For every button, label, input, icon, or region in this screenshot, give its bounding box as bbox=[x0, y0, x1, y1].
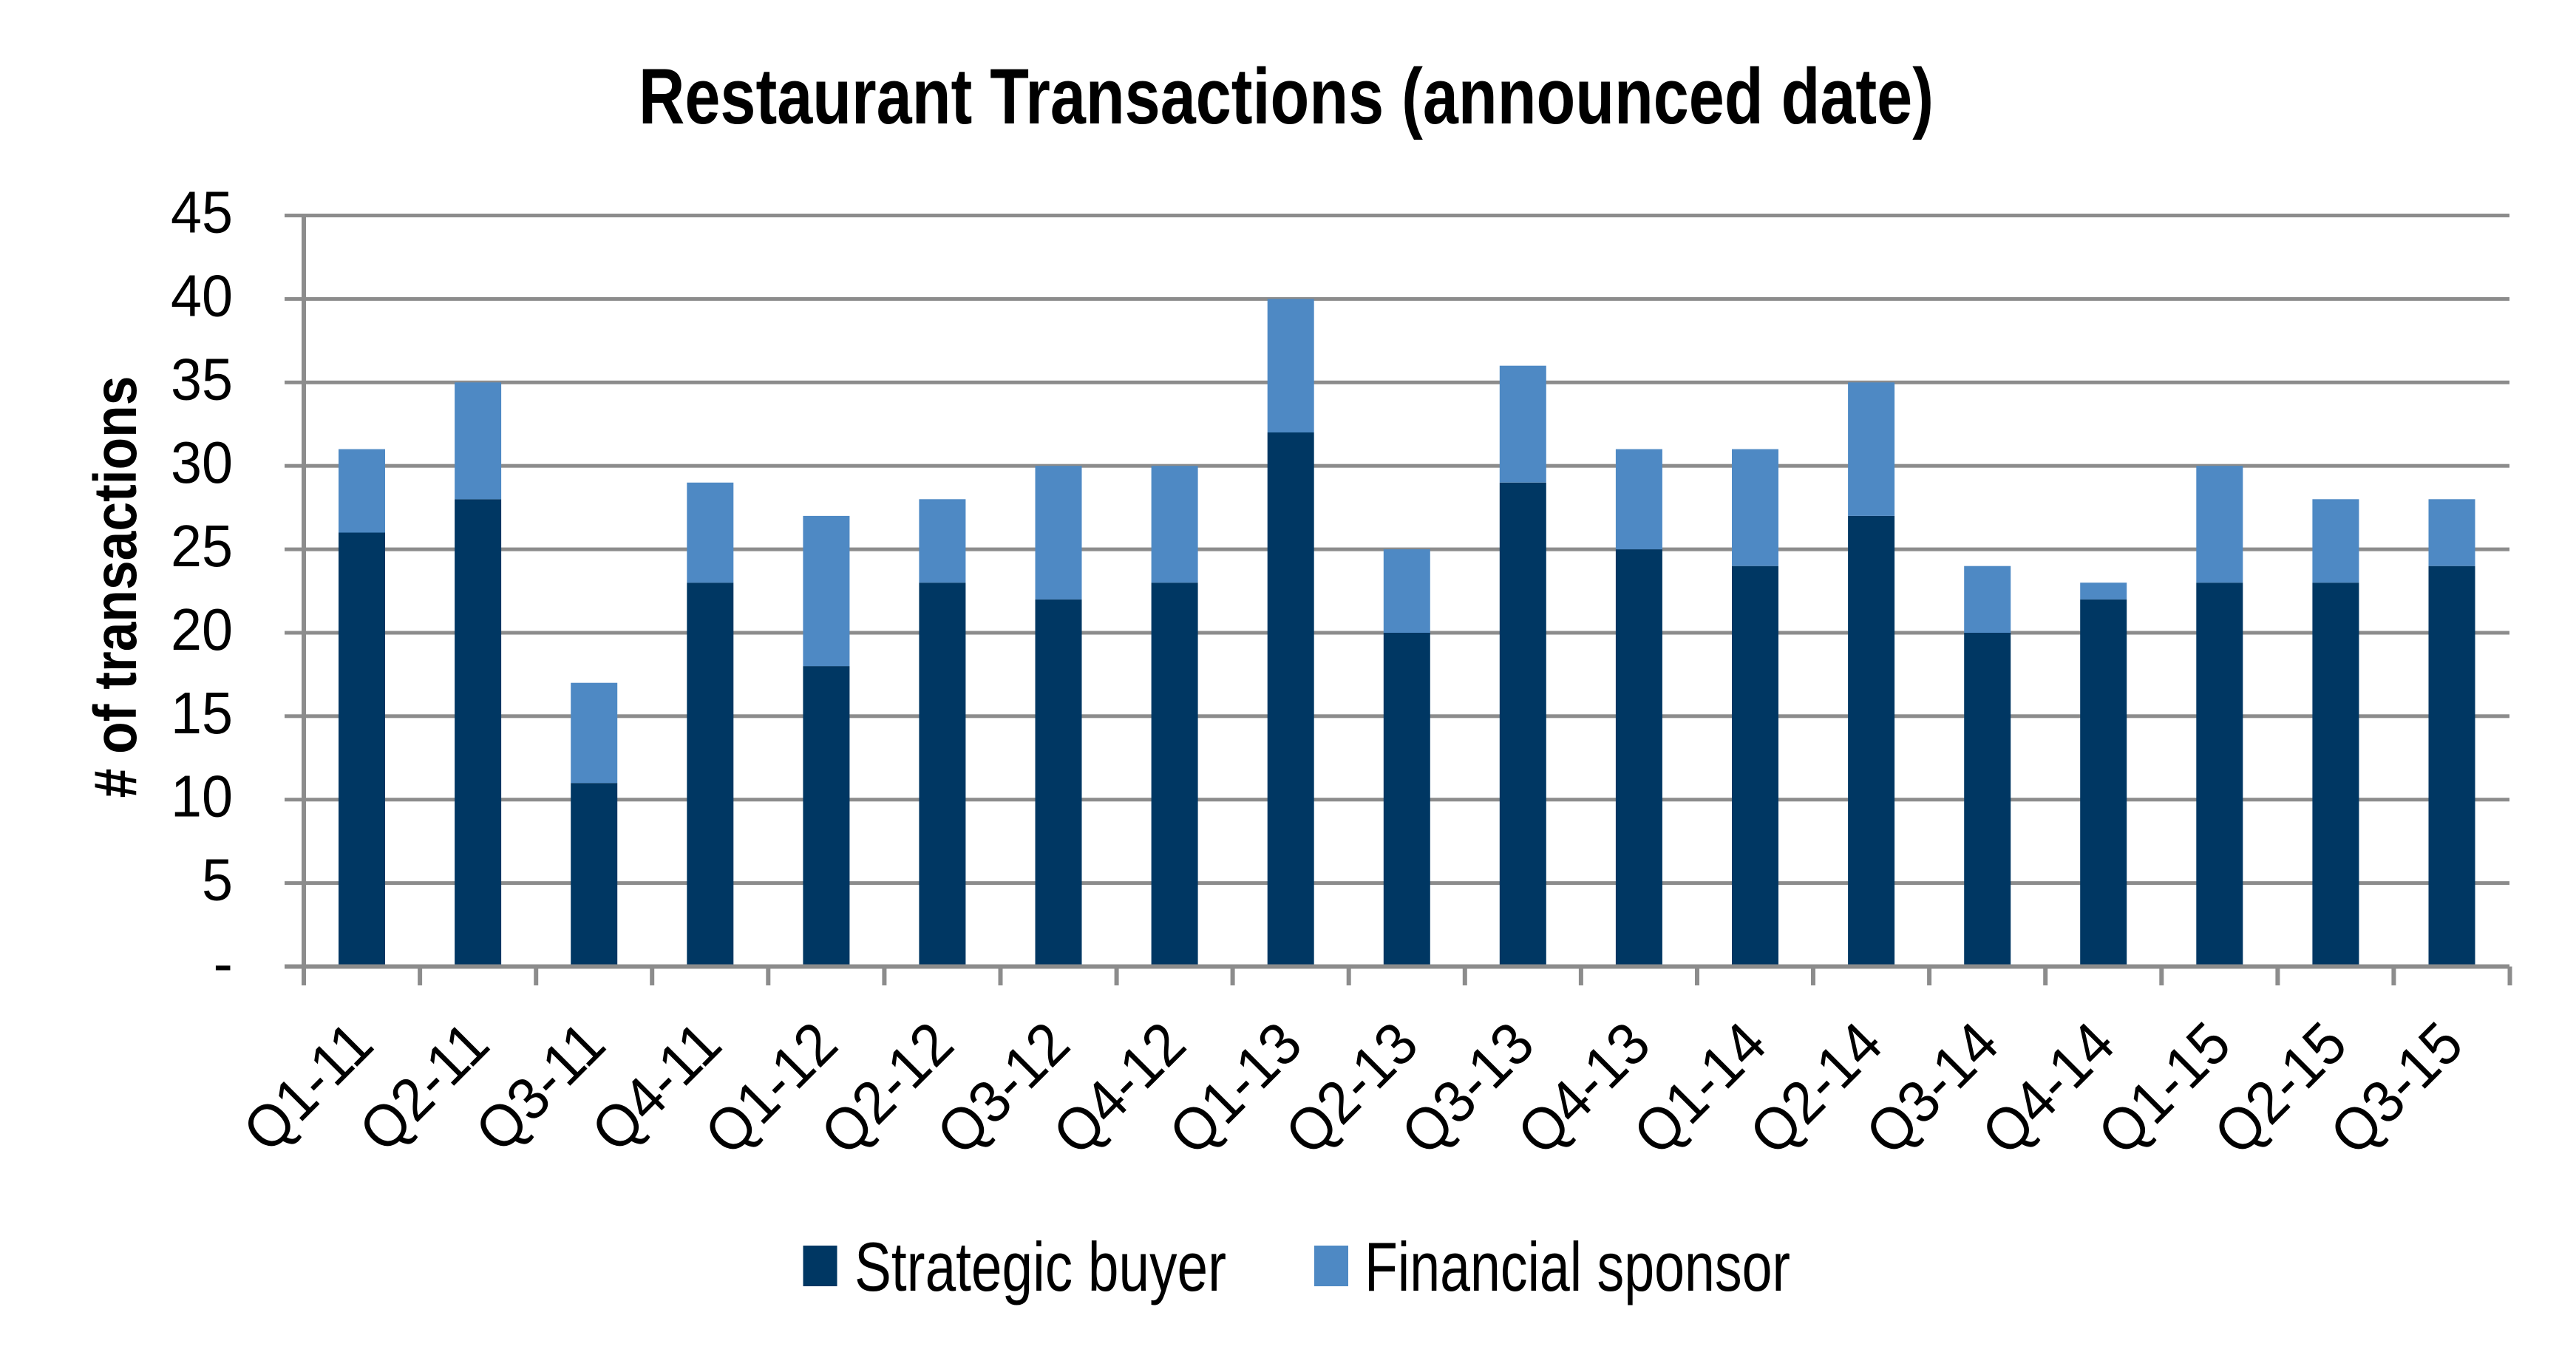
svg-text:# of transactions: # of transactions bbox=[81, 376, 149, 798]
svg-text:35: 35 bbox=[171, 346, 233, 412]
svg-text:20: 20 bbox=[171, 597, 233, 662]
svg-text:25: 25 bbox=[171, 513, 233, 579]
svg-text:10: 10 bbox=[171, 764, 233, 829]
svg-text:Financial sponsor: Financial sponsor bbox=[1365, 1228, 1790, 1305]
svg-text:45: 45 bbox=[171, 180, 233, 245]
svg-text:5: 5 bbox=[202, 847, 233, 913]
svg-text:Strategic buyer: Strategic buyer bbox=[854, 1228, 1226, 1305]
svg-text:40: 40 bbox=[171, 262, 233, 328]
svg-text:15: 15 bbox=[171, 680, 233, 746]
svg-text:30: 30 bbox=[171, 429, 233, 495]
svg-text:-: - bbox=[213, 931, 233, 996]
svg-text:Restaurant Transactions (annou: Restaurant Transactions (announced date) bbox=[639, 52, 1934, 140]
